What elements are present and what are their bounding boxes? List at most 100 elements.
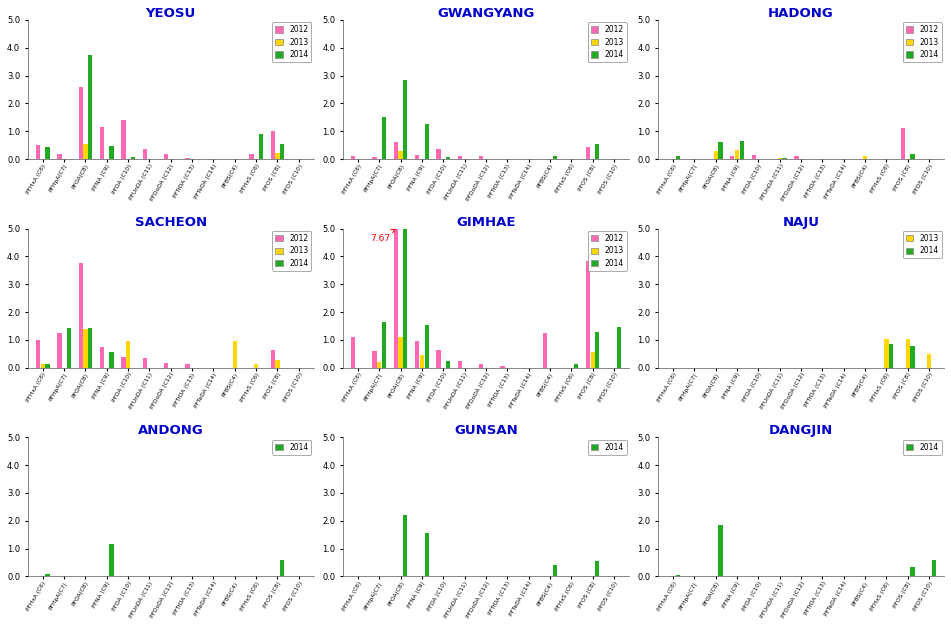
Bar <box>79 87 83 159</box>
Title: GWANGYANG: GWANGYANG <box>437 7 534 20</box>
Bar <box>109 146 113 159</box>
Bar <box>403 80 407 159</box>
Bar <box>57 153 62 159</box>
Legend: 2012, 2013, 2014: 2012, 2013, 2014 <box>902 23 941 62</box>
Bar <box>280 144 284 159</box>
Bar <box>403 515 407 577</box>
Bar <box>424 125 429 159</box>
Bar <box>122 357 126 368</box>
Bar <box>595 561 599 577</box>
Title: GUNSAN: GUNSAN <box>454 424 517 438</box>
Bar <box>616 327 621 368</box>
Bar <box>889 344 893 368</box>
Bar <box>394 228 398 368</box>
Bar <box>164 154 168 159</box>
Bar <box>46 364 49 368</box>
Bar <box>351 337 356 368</box>
Bar <box>675 575 680 577</box>
Bar <box>553 156 556 159</box>
Bar <box>479 364 483 368</box>
Bar <box>254 364 259 368</box>
Title: GIMHAE: GIMHAE <box>456 215 515 228</box>
Bar <box>543 333 548 368</box>
Bar <box>419 356 424 368</box>
Bar <box>36 340 40 368</box>
Legend: 2012, 2013, 2014: 2012, 2013, 2014 <box>588 23 627 62</box>
Legend: 2014: 2014 <box>272 439 312 454</box>
Title: ANDONG: ANDONG <box>138 424 204 438</box>
Bar <box>424 326 429 368</box>
Bar <box>573 364 578 368</box>
Bar <box>373 157 377 159</box>
Bar <box>446 361 450 368</box>
Bar <box>553 565 556 577</box>
Bar <box>143 358 146 368</box>
Bar <box>382 322 386 368</box>
Bar <box>437 148 440 159</box>
Bar <box>740 141 744 159</box>
Bar <box>586 148 590 159</box>
Bar <box>595 332 599 368</box>
Bar <box>718 142 723 159</box>
Bar <box>713 151 718 159</box>
Bar <box>437 350 440 368</box>
Bar <box>446 157 450 159</box>
Bar <box>403 228 407 368</box>
Bar <box>863 156 867 159</box>
Bar <box>730 156 734 159</box>
Legend: 2012, 2013, 2014: 2012, 2013, 2014 <box>272 23 312 62</box>
Bar <box>735 150 739 159</box>
Bar <box>143 148 146 159</box>
Legend: 2012, 2013, 2014: 2012, 2013, 2014 <box>588 231 627 271</box>
Bar <box>910 346 915 368</box>
Bar <box>36 145 40 159</box>
Bar <box>424 533 429 577</box>
Bar <box>910 153 915 159</box>
Bar <box>500 366 505 368</box>
Bar <box>718 525 723 577</box>
Bar <box>88 54 92 159</box>
Bar <box>783 158 786 159</box>
Bar <box>280 560 284 577</box>
Bar <box>457 361 462 368</box>
Bar <box>416 155 419 159</box>
Bar <box>271 350 275 368</box>
Bar <box>373 351 377 368</box>
Bar <box>351 156 356 159</box>
Bar <box>675 156 680 159</box>
Bar <box>378 362 381 368</box>
Bar <box>479 156 483 159</box>
Bar <box>398 337 402 368</box>
Bar <box>276 360 280 368</box>
Bar <box>100 347 105 368</box>
Bar <box>591 352 594 368</box>
Bar <box>46 574 49 577</box>
Bar <box>88 328 92 368</box>
Bar <box>751 155 756 159</box>
Bar <box>109 543 113 577</box>
Bar <box>416 341 419 368</box>
Bar <box>398 151 402 159</box>
Bar <box>382 117 386 159</box>
Legend: 2014: 2014 <box>902 439 941 454</box>
Bar <box>109 352 113 368</box>
Bar <box>41 364 45 368</box>
Text: 7.67: 7.67 <box>370 229 395 243</box>
Bar <box>122 120 126 159</box>
Title: DANGJIN: DANGJIN <box>769 424 833 438</box>
Bar <box>595 144 599 159</box>
Bar <box>905 339 910 368</box>
Bar <box>57 333 62 368</box>
Bar <box>79 264 83 368</box>
Legend: 2012, 2013, 2014: 2012, 2013, 2014 <box>272 231 312 271</box>
Bar <box>233 341 237 368</box>
Bar <box>910 567 915 577</box>
Bar <box>259 133 263 159</box>
Bar <box>185 364 189 368</box>
Title: NAJU: NAJU <box>783 215 820 228</box>
Bar <box>901 128 905 159</box>
Bar <box>126 341 130 368</box>
Bar <box>67 328 71 368</box>
Bar <box>84 144 87 159</box>
Bar <box>586 260 590 368</box>
